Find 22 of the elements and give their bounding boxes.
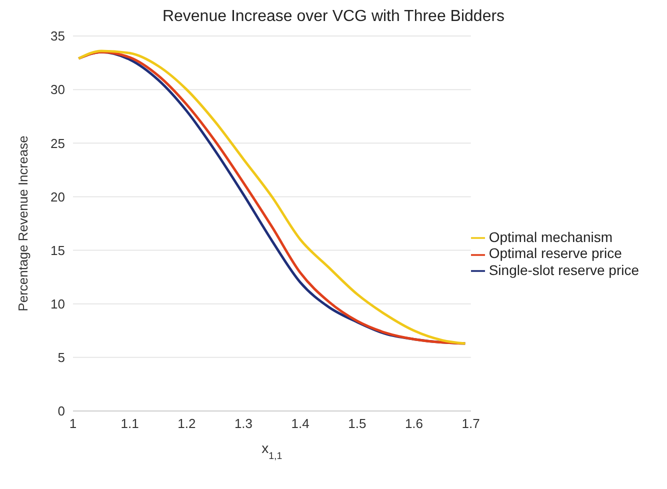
y-tick-label: 0 bbox=[58, 404, 65, 419]
y-tick-label: 20 bbox=[50, 189, 65, 204]
y-tick-label: 30 bbox=[50, 82, 65, 98]
y-tick-label: 35 bbox=[50, 28, 65, 44]
x-tick-label: 1.5 bbox=[348, 416, 366, 432]
y-tick-label: 10 bbox=[50, 296, 65, 312]
y-tick-label: 25 bbox=[50, 136, 65, 151]
legend-label: Optimal reserve price bbox=[488, 245, 622, 262]
y-tick-label: 15 bbox=[50, 242, 65, 258]
x-tick-label: 1 bbox=[69, 416, 77, 432]
y-tick-label: 5 bbox=[58, 350, 65, 366]
x-tick-label: 1.4 bbox=[291, 416, 310, 432]
x-tick-label: 1.2 bbox=[178, 416, 196, 432]
x-tick-label: 1.6 bbox=[404, 416, 424, 432]
legend-label: Optimal mechanism bbox=[488, 229, 613, 246]
legend-label: Single-slot reserve price bbox=[488, 262, 639, 278]
x-axis-title: x$_{1,1}$ bbox=[262, 440, 282, 462]
x-tick-label: 1.1 bbox=[120, 416, 139, 432]
x-tick-label: 1.7 bbox=[462, 416, 480, 432]
x-tick-label: 1.3 bbox=[234, 416, 253, 432]
chart-title: Revenue Increase over VCG with Three Bidders bbox=[161, 8, 506, 26]
y-axis-title: Percentage Revenue Increase bbox=[16, 136, 31, 312]
